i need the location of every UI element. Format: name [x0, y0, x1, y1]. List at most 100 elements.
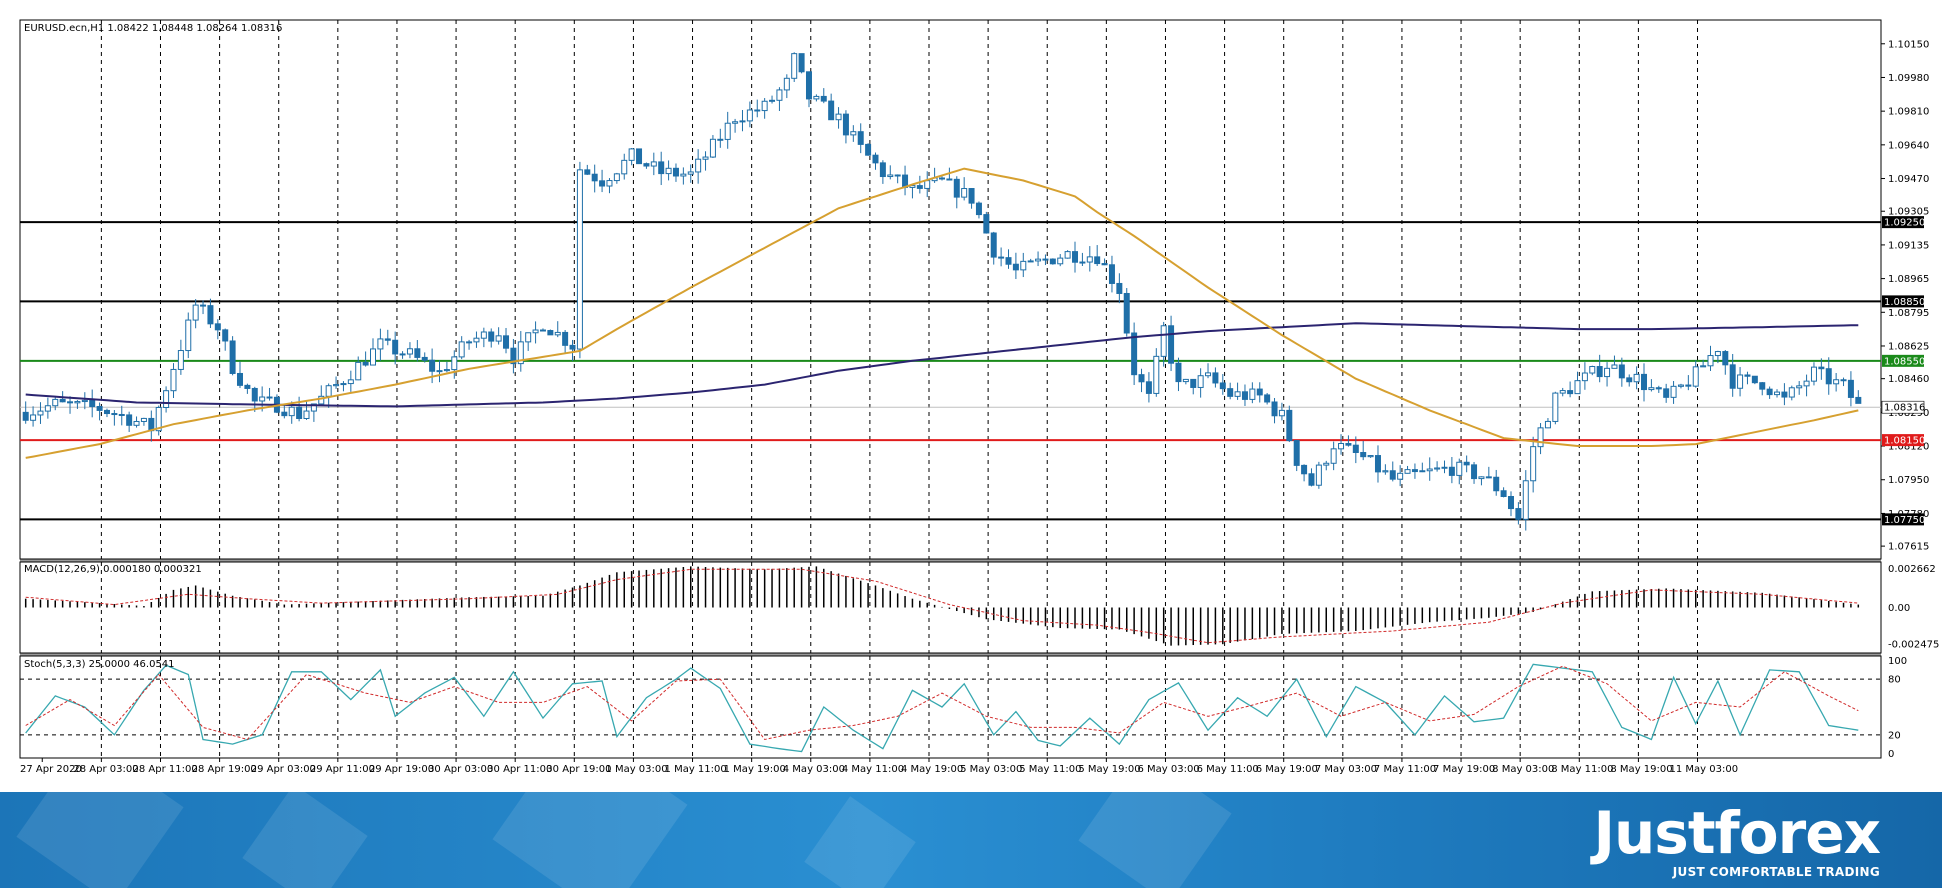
- time-axis-label: 29 Apr 11:00: [310, 764, 375, 775]
- candle-body: [1382, 470, 1389, 473]
- candle-body: [769, 99, 776, 102]
- candle-body: [820, 95, 827, 102]
- candle-body: [1241, 391, 1248, 400]
- candle-body: [288, 406, 295, 417]
- price-axis-label: 1.08625: [1888, 341, 1929, 352]
- candle-body: [813, 95, 820, 100]
- candle-body: [111, 413, 118, 416]
- price-axis-label: 1.09470: [1888, 174, 1929, 185]
- time-axis-label: 4 May 11:00: [842, 764, 904, 775]
- candle-body: [887, 174, 894, 178]
- candle-body: [1463, 461, 1470, 466]
- candle-body: [1057, 257, 1064, 265]
- candle-body: [1537, 427, 1544, 448]
- candle-body: [1411, 469, 1418, 473]
- candle-body: [783, 77, 790, 91]
- candle-body: [414, 348, 421, 358]
- candle-body: [798, 53, 805, 73]
- candle-body: [480, 331, 487, 339]
- macd-axis-label: -0.002475: [1888, 639, 1939, 650]
- candle-body: [1670, 385, 1677, 398]
- candle-body: [488, 331, 495, 342]
- time-axis-label: 7 May 19:00: [1433, 764, 1495, 775]
- candle-body: [1168, 325, 1175, 364]
- candle-body: [990, 232, 997, 258]
- candle-body: [1677, 384, 1684, 387]
- candle-body: [406, 348, 413, 355]
- candle-body: [672, 167, 679, 177]
- candle-body: [96, 406, 103, 411]
- candle-body: [384, 338, 391, 341]
- candle-body: [89, 399, 96, 408]
- candle-body: [761, 100, 768, 112]
- candle-body: [451, 356, 458, 371]
- candle-body: [155, 407, 162, 432]
- candle-body: [1847, 379, 1854, 398]
- candle-body: [658, 161, 665, 175]
- candle-body: [1219, 382, 1226, 390]
- stoch-signal-line: [25, 665, 1859, 741]
- candle-body: [1788, 387, 1795, 398]
- candle-body: [1175, 362, 1182, 383]
- candle-body: [865, 143, 872, 156]
- candle-body: [399, 353, 406, 356]
- ma-fast-line: [25, 167, 1859, 459]
- candle-body: [1271, 401, 1278, 417]
- time-axis-label: 6 May 03:00: [1137, 764, 1199, 775]
- candle-body: [177, 350, 184, 370]
- candle-body: [1352, 444, 1359, 454]
- candle-body: [1367, 455, 1374, 458]
- candle-body: [650, 161, 657, 167]
- candle-body: [421, 356, 428, 361]
- stoch-main-line: [25, 663, 1859, 753]
- candle-body: [207, 305, 214, 325]
- candle-body: [1522, 480, 1529, 520]
- candle-body: [495, 335, 502, 342]
- candle-body: [1035, 258, 1042, 262]
- chart-title: EURUSD.ecn,H1 1.08422 1.08448 1.08264 1.…: [24, 23, 282, 34]
- candle-body: [1441, 466, 1448, 469]
- candle-body: [680, 173, 687, 177]
- candle-body: [318, 395, 325, 405]
- macd-signal-line: [25, 568, 1859, 644]
- candle-body: [968, 188, 975, 204]
- time-axis-label: 1 May 03:00: [605, 764, 667, 775]
- candle-body: [1404, 469, 1411, 474]
- time-axis-label: 5 May 03:00: [960, 764, 1022, 775]
- candle-body: [458, 341, 465, 358]
- candle-body: [1544, 420, 1551, 429]
- candle-body: [1205, 372, 1212, 377]
- candle-body: [562, 331, 569, 346]
- price-axis-label: 1.08965: [1888, 274, 1929, 285]
- candle-body: [717, 138, 724, 141]
- candle-body: [436, 370, 443, 373]
- candle-body: [857, 131, 864, 145]
- candle-body: [909, 185, 916, 188]
- time-axis-label: 6 May 19:00: [1256, 764, 1318, 775]
- candle-body: [576, 169, 583, 350]
- candle-body: [67, 401, 74, 404]
- candle-body: [222, 329, 229, 342]
- candle-body: [1655, 387, 1662, 390]
- level-price-label: 1.08850: [1884, 297, 1925, 308]
- candle-body: [340, 383, 347, 386]
- candle-body: [503, 335, 510, 349]
- time-axis-label: 28 Apr 11:00: [132, 764, 197, 775]
- level-price-tag: [1882, 295, 1924, 308]
- level-price-tag: [1882, 354, 1924, 367]
- candle-body: [842, 113, 849, 136]
- price-axis-label: 1.10150: [1888, 39, 1929, 50]
- candle-body: [525, 332, 532, 343]
- candle-body: [74, 401, 81, 404]
- candle-body: [894, 174, 901, 177]
- time-axis-label: 8 May 19:00: [1610, 764, 1672, 775]
- macd-axis-label: 0.002662: [1888, 564, 1936, 575]
- candle-body: [370, 348, 377, 366]
- candle-body: [1825, 368, 1832, 385]
- level-price-label: 1.09250: [1884, 218, 1925, 229]
- candle-body: [621, 159, 628, 175]
- candle-body: [702, 156, 709, 160]
- brand-banner: Justforex JUST COMFORTABLE TRADING: [0, 792, 1942, 888]
- candle-body: [1596, 366, 1603, 378]
- time-axis-label: 28 Apr 19:00: [192, 764, 257, 775]
